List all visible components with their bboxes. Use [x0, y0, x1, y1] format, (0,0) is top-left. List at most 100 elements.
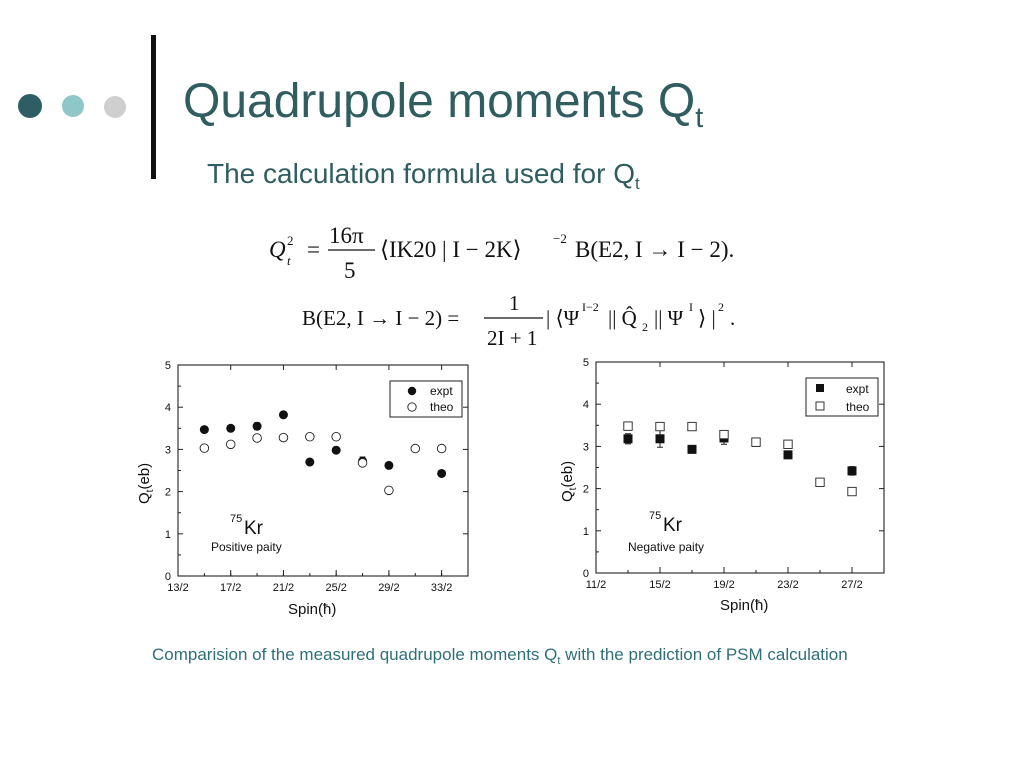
legend-box	[389, 380, 463, 418]
formula1-equals: =	[307, 237, 320, 262]
formula2-operator-sub: 2	[642, 320, 648, 334]
point-expt	[331, 445, 341, 455]
point-expt	[655, 434, 665, 444]
y-axis-ticks: 0 1 2 3 4 5	[583, 357, 884, 580]
formula2-close-sup: 2	[718, 300, 724, 314]
legend-expt-marker	[407, 386, 417, 396]
point-expt	[783, 450, 793, 460]
y-tick-label: 3	[165, 444, 171, 456]
nucleus-annotation: 75 Kr Positive paity	[211, 513, 282, 554]
point-expt	[437, 468, 447, 478]
page-title: Quadrupole moments Qt	[183, 75, 704, 135]
x-tick-label: 23/2	[777, 579, 798, 591]
y-tick-label: 4	[583, 399, 589, 411]
y-axis-label: Qt(eb)	[559, 461, 579, 502]
formula1-be2: B(E2, I → I − 2).	[575, 237, 734, 262]
legend-expt-marker	[816, 384, 824, 392]
subtitle-subscript: t	[634, 173, 640, 193]
point-theo	[331, 431, 341, 442]
formula1-rhs-sup: −2	[553, 231, 567, 246]
formula2-bra-sup: I−2	[582, 300, 599, 314]
figure-positive-parity: 13/2 17/2 21/2 25/2 29/2 33/2 0 1 2 3 4 5 expt the…	[132, 352, 480, 630]
figure-caption: Comparision of the measured quadrupole m…	[152, 645, 848, 667]
x-tick-label: 13/2	[167, 582, 188, 594]
y-tick-label: 0	[583, 568, 589, 580]
formula2-lhs: B(E2, I → I − 2) =	[302, 306, 459, 330]
x-tick-label: 19/2	[713, 579, 734, 591]
formula2-bra: | ⟨Ψ	[546, 306, 580, 330]
formula1-clebsch-gordan: ⟨IK20 | I − 2K⟩	[380, 237, 522, 262]
y-tick-label: 5	[165, 360, 171, 372]
y-axis-label: Qt(eb)	[136, 463, 156, 504]
x-tick-label: 15/2	[649, 579, 670, 591]
chart-positive-parity: 13/2 17/2 21/2 25/2 29/2 33/2 0 1 2 3 4 5 expt the…	[136, 360, 469, 618]
point-theo	[436, 443, 447, 454]
legend-theo-label: theo	[430, 400, 454, 414]
point-expt	[384, 460, 394, 470]
x-tick-label: 17/2	[220, 582, 241, 594]
title-divider	[151, 35, 156, 179]
x-tick-label: 29/2	[378, 582, 399, 594]
caption-subscript: t	[557, 655, 561, 667]
formula2-ket: || Ψ	[654, 306, 684, 330]
bullet-dot-dark	[18, 94, 42, 118]
parity-annotation: Positive paity	[211, 540, 282, 554]
x-axis-label: Spin(ħ)	[288, 601, 336, 618]
nucleus-symbol: Kr	[663, 515, 683, 536]
x-axis-ticks: 13/2 17/2 21/2 25/2 29/2 33/2	[167, 365, 452, 594]
chart-negative-parity: 11/2 15/2 19/2 23/2 27/2 0 1 2 3 4 5 expt theo 75…	[559, 357, 885, 614]
title-subscript: t	[695, 102, 704, 135]
formula2-operator: || Q̂	[608, 306, 637, 330]
formula2-denominator: 2I + 1	[487, 326, 537, 350]
point-expt	[623, 434, 633, 444]
point-theo	[199, 443, 210, 453]
formula1-lhs: Q	[269, 237, 286, 262]
legend-expt-label: expt	[846, 382, 869, 396]
point-theo	[623, 421, 633, 431]
y-tick-label: 1	[165, 529, 171, 541]
point-theo	[305, 431, 315, 442]
y-tick-label: 5	[583, 357, 589, 369]
point-theo	[225, 439, 236, 450]
point-theo	[751, 437, 761, 447]
nucleus-symbol: Kr	[244, 518, 264, 539]
point-theo	[410, 443, 421, 454]
x-tick-label: 27/2	[841, 579, 862, 591]
y-tick-label: 2	[583, 484, 589, 496]
formula2-period: .	[730, 306, 735, 330]
point-theo	[357, 458, 368, 468]
formula1-lhs-sup: 2	[287, 233, 294, 248]
y-tick-label: 2	[165, 487, 171, 499]
x-tick-label: 21/2	[273, 582, 294, 594]
y-tick-label: 0	[165, 571, 171, 583]
nucleus-annotation: 75 Kr Negative paity	[628, 510, 704, 554]
formula-block: Q 2 t = 16π 5 ⟨IK20 | I − 2K⟩ −2 B(E2, I…	[269, 223, 735, 350]
formula1-numerator: 16π	[329, 223, 364, 248]
point-theo	[687, 421, 697, 432]
legend: expt theo	[805, 377, 879, 417]
y-axis-ticks: 0 1 2 3 4 5	[165, 360, 468, 583]
formula-quadrupole-moment: Q 2 t = 16π 5 ⟨IK20 | I − 2K⟩ −2 B(E2, I…	[269, 223, 734, 283]
y-tick-label: 1	[583, 526, 589, 538]
point-expt	[278, 410, 288, 420]
figure-negative-parity: 11/2 15/2 19/2 23/2 27/2 0 1 2 3 4 5 expt theo 75…	[548, 352, 896, 620]
point-expt	[226, 423, 236, 433]
x-axis-ticks: 11/2 15/2 19/2 23/2 27/2	[586, 362, 863, 591]
point-theo	[384, 485, 394, 496]
legend-theo-label: theo	[846, 400, 870, 414]
formula2-numerator: 1	[509, 291, 520, 315]
point-theo	[719, 429, 729, 440]
formula1-lhs-sub: t	[287, 253, 291, 268]
point-expt	[252, 421, 262, 431]
data-points	[623, 421, 857, 497]
x-tick-label: 33/2	[431, 582, 452, 594]
nucleus-mass-number: 75	[230, 513, 242, 525]
bullet-dot-gray	[104, 96, 126, 118]
formula2-close: ⟩ |	[698, 306, 716, 330]
x-tick-label: 11/2	[586, 579, 607, 591]
point-expt	[305, 457, 315, 467]
legend: expt theo	[389, 380, 463, 418]
point-theo	[847, 486, 857, 497]
y-tick-label: 3	[583, 441, 589, 453]
point-theo	[278, 432, 289, 443]
